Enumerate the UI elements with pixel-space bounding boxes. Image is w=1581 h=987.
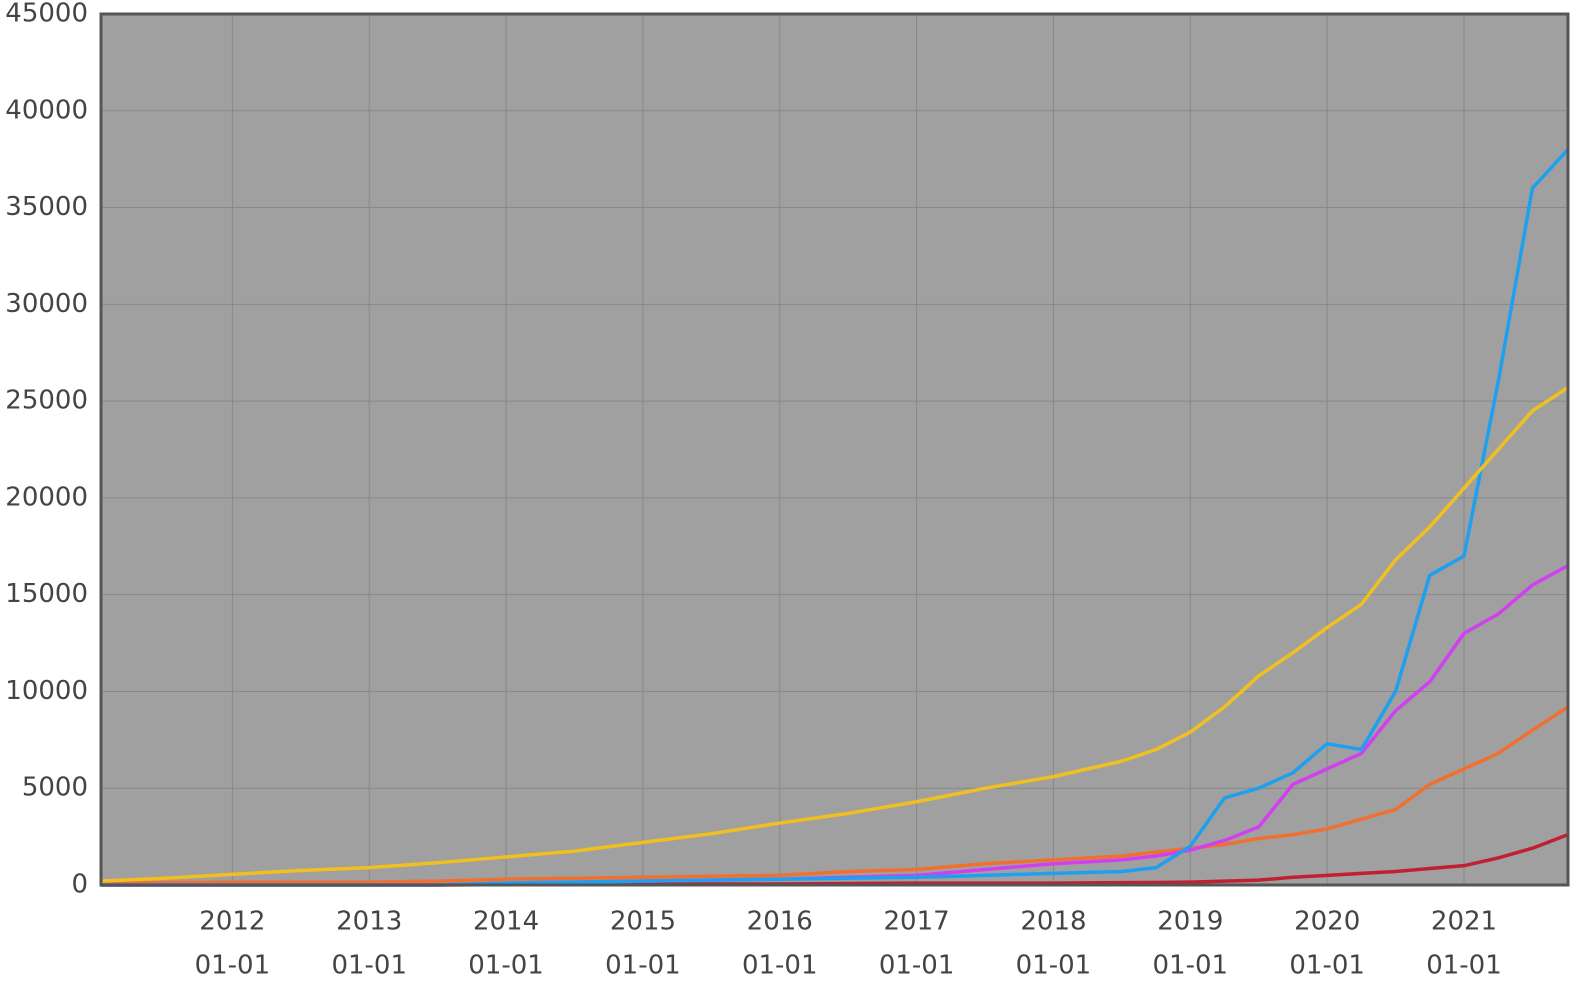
x-tick-label: 01-01 xyxy=(331,951,407,981)
series-line xyxy=(100,705,1569,885)
plot-border xyxy=(99,12,1570,887)
y-tick-label: 35000 xyxy=(5,192,88,222)
x-tick-label: 01-01 xyxy=(1426,951,1502,981)
x-tick-label: 01-01 xyxy=(879,951,955,981)
y-tick-label: 0 xyxy=(71,870,88,900)
x-tick-label: 01-01 xyxy=(468,951,544,981)
x-tick-label: 2019 xyxy=(1157,907,1223,937)
x-tick-label: 01-01 xyxy=(1016,951,1092,981)
x-tick-label: 2020 xyxy=(1294,907,1360,937)
y-tick-label: 30000 xyxy=(5,289,88,319)
x-tick-label: 01-01 xyxy=(742,951,818,981)
x-tick-label: 01-01 xyxy=(1289,951,1365,981)
x-tick-label: 2021 xyxy=(1431,907,1497,937)
x-tick-label: 2013 xyxy=(336,907,402,937)
x-tick-label: 01-01 xyxy=(605,951,681,981)
y-tick-label: 15000 xyxy=(5,579,88,609)
x-tick-label: 2012 xyxy=(199,907,265,937)
y-tick-label: 10000 xyxy=(5,676,88,706)
plot-area xyxy=(101,14,1568,885)
y-tick-label: 25000 xyxy=(5,386,88,416)
x-tick-label: 2016 xyxy=(747,907,813,937)
y-tick-label: 40000 xyxy=(5,95,88,125)
series-line xyxy=(100,386,1569,883)
y-tick-label: 45000 xyxy=(5,0,88,29)
x-tick-label: 2018 xyxy=(1020,907,1086,937)
x-tick-label: 2014 xyxy=(473,907,539,937)
x-tick-label: 01-01 xyxy=(195,951,271,981)
x-tick-label: 2015 xyxy=(610,907,676,937)
x-tick-label: 01-01 xyxy=(1153,951,1229,981)
y-tick-label: 5000 xyxy=(22,773,88,803)
y-tick-label: 20000 xyxy=(5,482,88,512)
x-tick-label: 2017 xyxy=(884,907,950,937)
